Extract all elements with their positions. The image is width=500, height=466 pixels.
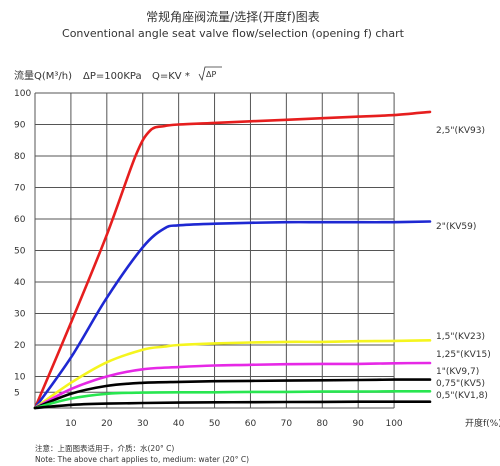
chart-title-cn: 常规角座阀流量/选择(开度f)图表 — [146, 9, 320, 24]
x-tick-label: 10 — [65, 419, 77, 429]
series-line — [33, 110, 432, 410]
series-label: 1"(KV9,7) — [436, 367, 479, 377]
y-tick-label: 40 — [14, 278, 26, 288]
y-tick-label: 100 — [14, 89, 31, 99]
series-line — [33, 361, 432, 410]
x-tick-label: 100 — [385, 419, 402, 429]
series-label: 1,25"(KV15) — [436, 350, 491, 360]
equation-label: Q=KV * — [152, 71, 190, 82]
series-labels: 2,5"(KV93) 2"(KV59) 1,5"(KV23) 1,25"(KV15) 1… — [436, 126, 491, 401]
series-line — [33, 339, 432, 410]
series-label: 1,5"(KV23) — [436, 332, 485, 342]
sqrt-term: ΔP — [206, 70, 216, 79]
y-tick-label: 20 — [14, 341, 26, 351]
x-tick-label: 60 — [245, 419, 257, 429]
series-label: 2,5"(KV93) — [436, 126, 485, 136]
note-cn: 注意：上面图表适用于，介质：水(20° C) — [35, 443, 174, 453]
series-line — [33, 400, 432, 410]
y-tick-label: 90 — [14, 121, 26, 131]
y-tick-label: 30 — [14, 310, 26, 320]
y-tick-label: 10 — [14, 373, 26, 383]
x-tick-label: 50 — [209, 419, 221, 429]
x-tick-label: 80 — [317, 419, 329, 429]
series-line — [33, 389, 432, 410]
x-tick-label: 20 — [101, 419, 113, 429]
note-en: Note: The above chart applies to, medium… — [35, 455, 249, 464]
y-tick-labels: 5 10 20 30 40 50 60 70 80 90 100 — [14, 89, 31, 398]
series-line — [33, 220, 432, 410]
y-tick-label: 50 — [14, 247, 26, 257]
chart-grid — [34, 92, 395, 409]
x-tick-labels: 10 20 30 40 50 60 70 80 90 100 — [65, 419, 403, 429]
y-axis-title: 流量Q(M³/h) — [14, 69, 72, 82]
x-tick-label: 40 — [173, 419, 185, 429]
series-lines — [33, 110, 432, 410]
formula-line: 流量Q(M³/h) ΔP=100KPa Q=KV * ΔP — [14, 66, 222, 82]
sqrt-symbol — [198, 66, 222, 82]
series-line — [33, 378, 432, 410]
x-tick-label: 90 — [352, 419, 364, 429]
series-label: 2"(KV59) — [436, 222, 476, 232]
x-tick-label: 30 — [137, 419, 149, 429]
pressure-label: ΔP=100KPa — [83, 71, 142, 82]
y-tick-label: 60 — [14, 215, 26, 225]
y-tick-label: 70 — [14, 184, 26, 194]
y-tick-label: 80 — [14, 152, 26, 162]
chart-title-en: Conventional angle seat valve flow/selec… — [62, 27, 405, 40]
series-label: 0,5"(KV1,8) — [436, 391, 488, 401]
x-tick-label: 70 — [281, 419, 293, 429]
series-label: 0,75"(KV5) — [436, 379, 485, 389]
x-axis-title: 开度f(%) — [465, 417, 500, 429]
y-tick-label: 5 — [14, 388, 20, 398]
